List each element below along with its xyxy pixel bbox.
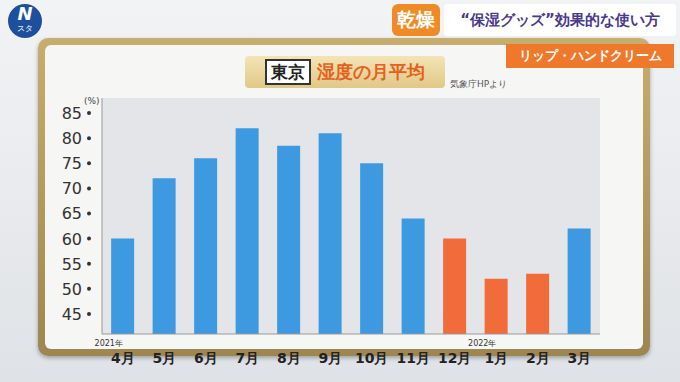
html-text:スタ: スタ bbox=[17, 24, 33, 33]
svg-text:6月: 6月 bbox=[194, 350, 218, 366]
svg-text:65: 65 bbox=[62, 204, 82, 223]
svg-text:9月: 9月 bbox=[318, 350, 342, 366]
html-text:リップ・ハンドクリーム: リップ・ハンドクリーム bbox=[518, 48, 662, 63]
svg-text:60: 60 bbox=[62, 230, 82, 249]
svg-text:12月: 12月 bbox=[438, 350, 471, 366]
svg-text:7月: 7月 bbox=[235, 350, 259, 366]
svg-text:8月: 8月 bbox=[277, 350, 301, 366]
html-text:“保湿グッズ”効果的な使い方: “保湿グッズ”効果的な使い方 bbox=[460, 10, 660, 29]
svg-text:10月: 10月 bbox=[355, 350, 388, 366]
svg-text:80: 80 bbox=[62, 129, 82, 148]
svg-text:3月: 3月 bbox=[567, 350, 591, 366]
svg-text:4月: 4月 bbox=[111, 350, 135, 366]
svg-text:75: 75 bbox=[62, 154, 82, 173]
svg-text:55: 55 bbox=[62, 255, 82, 274]
html-text:N: N bbox=[17, 3, 33, 24]
svg-text:1月: 1月 bbox=[484, 350, 508, 366]
svg-text:2021年: 2021年 bbox=[95, 339, 123, 348]
svg-text:85: 85 bbox=[62, 104, 82, 123]
html-text:湿度の月平均: 湿度の月平均 bbox=[317, 61, 425, 82]
svg-text:11月: 11月 bbox=[397, 350, 430, 366]
svg-text:70: 70 bbox=[62, 179, 82, 198]
svg-text:45: 45 bbox=[62, 305, 82, 324]
html-text:気象庁HPより: 気象庁HPより bbox=[450, 79, 508, 89]
svg-text:2月: 2月 bbox=[526, 350, 550, 366]
svg-text:50: 50 bbox=[62, 280, 82, 299]
svg-text:2022年: 2022年 bbox=[468, 339, 496, 348]
html-text:東京: 東京 bbox=[271, 62, 305, 82]
html-text:乾燥: 乾燥 bbox=[397, 8, 435, 30]
svg-text:5月: 5月 bbox=[152, 350, 176, 366]
